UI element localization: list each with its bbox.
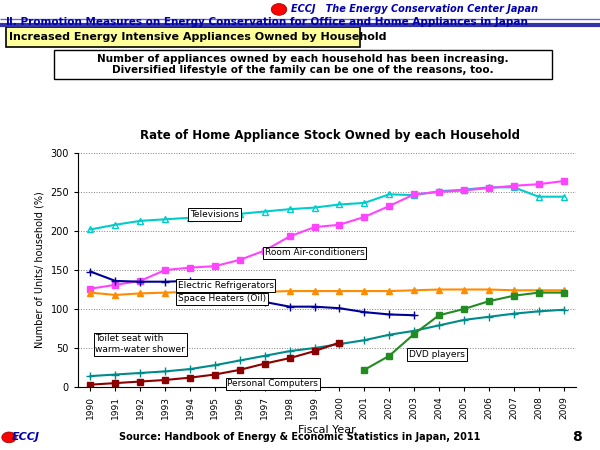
Text: 8: 8 [572,430,582,445]
Text: Televisions: Televisions [190,210,239,219]
FancyBboxPatch shape [54,50,552,79]
Text: ECCJ: ECCJ [12,432,40,442]
Y-axis label: Number of Units/ household (%): Number of Units/ household (%) [35,192,45,348]
Text: DVD players: DVD players [409,350,465,359]
X-axis label: Fiscal Year: Fiscal Year [298,425,356,435]
Text: Personal Computers: Personal Computers [227,379,318,388]
Text: Increased Energy Intensive Appliances Owned by Household: Increased Energy Intensive Appliances Ow… [9,32,386,42]
Text: Number of appliances owned by each household has been increasing.
Diversified li: Number of appliances owned by each house… [97,54,509,75]
Text: Electric Refrigerators: Electric Refrigerators [178,281,274,290]
Text: Room Air-conditioners: Room Air-conditioners [265,248,365,257]
FancyBboxPatch shape [6,27,360,47]
Circle shape [2,432,16,443]
Text: Rate of Home Appliance Stock Owned by each Household: Rate of Home Appliance Stock Owned by ea… [140,129,520,142]
Text: Ⅱ. Promotion Measures on Energy Conservation for Office and Home Appliances in J: Ⅱ. Promotion Measures on Energy Conserva… [6,17,528,27]
Text: Source: Handbook of Energy & Economic Statistics in Japan, 2011: Source: Handbook of Energy & Economic St… [119,432,481,442]
Text: ECCJ   The Energy Conservation Center Japan: ECCJ The Energy Conservation Center Japa… [291,4,538,14]
Text: Toilet seat with
warm-water shower: Toilet seat with warm-water shower [95,334,185,354]
Text: Space Heaters (Oil): Space Heaters (Oil) [178,294,266,303]
Circle shape [271,4,287,15]
